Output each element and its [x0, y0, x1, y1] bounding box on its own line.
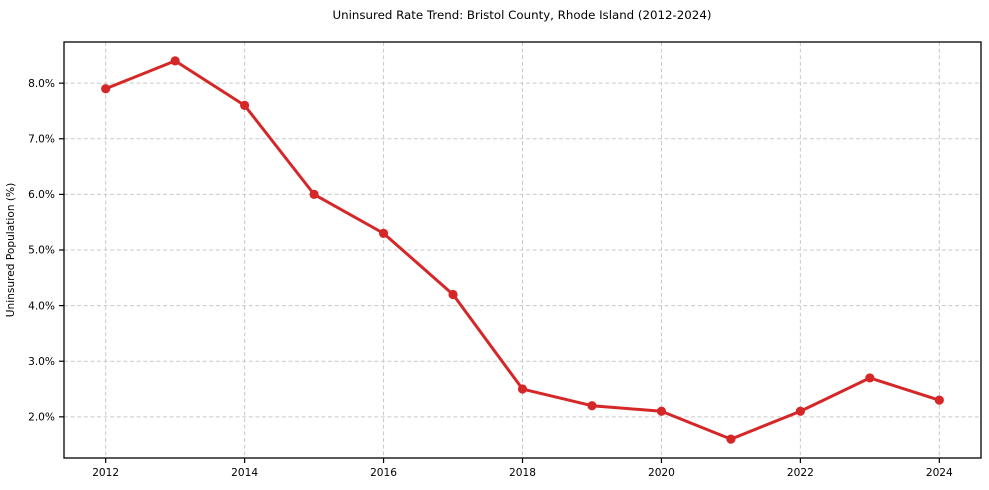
y-tick-label: 7.0% [28, 133, 55, 145]
x-tick-label: 2020 [648, 467, 675, 479]
data-point [309, 189, 319, 199]
trend-line-series [101, 56, 944, 444]
y-tick-label: 6.0% [28, 189, 55, 201]
data-point [448, 289, 458, 300]
data-point [170, 56, 180, 66]
x-tick-label: 2016 [370, 467, 397, 479]
y-tick-label: 2.0% [28, 412, 55, 424]
data-point [726, 434, 736, 444]
data-point [517, 384, 528, 394]
x-tick-label: 2024 [926, 467, 953, 479]
chart-title: Uninsured Rate Trend: Bristol County, Rh… [333, 8, 712, 22]
y-tick-label: 3.0% [28, 356, 55, 368]
data-point [587, 401, 597, 411]
data-point [795, 406, 805, 416]
x-tick-label: 2012 [92, 467, 119, 479]
y-tick-label: 8.0% [28, 78, 55, 90]
x-tick-label: 2018 [509, 467, 536, 479]
y-axis-title: Uninsured Population (%) [5, 183, 17, 317]
data-point [240, 100, 250, 111]
data-point [378, 228, 389, 238]
data-point [101, 84, 111, 94]
x-tick-label: 2014 [231, 467, 258, 479]
grid-layer [64, 42, 981, 458]
data-point [656, 406, 667, 416]
x-tick-label: 2022 [787, 467, 814, 479]
y-tick-label: 4.0% [28, 300, 55, 312]
axes-layer: 2.0% 3.0% 4.0% 5.0% 6.0% 7.0% 8.0% 2012 2014 2016… [28, 41, 982, 479]
data-point [934, 395, 944, 405]
data-point [865, 373, 875, 383]
y-tick-label: 5.0% [28, 245, 55, 257]
